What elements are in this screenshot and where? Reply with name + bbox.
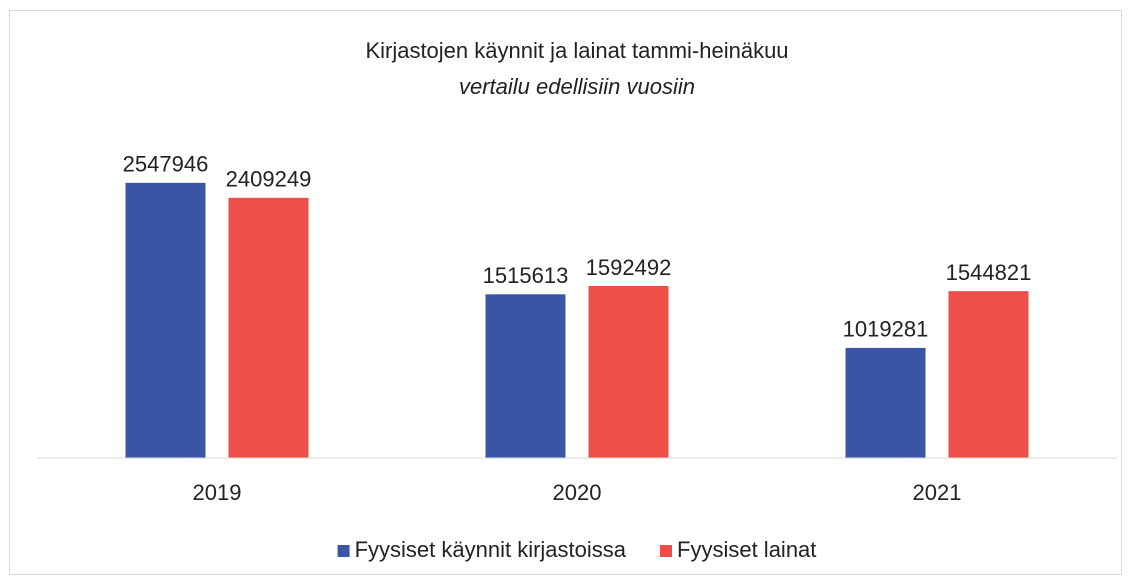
legend-label: Fyysiset käynnit kirjastoissa bbox=[355, 537, 627, 562]
data-label: 1544821 bbox=[946, 260, 1032, 285]
bar bbox=[228, 197, 309, 459]
bar bbox=[845, 347, 926, 458]
x-tick-label: 2019 bbox=[193, 480, 242, 505]
legend-swatch bbox=[337, 545, 350, 557]
data-label: 1515613 bbox=[483, 263, 569, 288]
x-tick-label: 2020 bbox=[553, 480, 602, 505]
x-tick-label: 2021 bbox=[913, 480, 962, 505]
chart-title: Kirjastojen käynnit ja lainat tammi-hein… bbox=[365, 38, 788, 63]
bar bbox=[485, 294, 566, 458]
data-label: 2409249 bbox=[226, 167, 312, 192]
bar bbox=[948, 291, 1029, 458]
chart-subtitle: vertailu edellisiin vuosiin bbox=[459, 74, 695, 99]
bar bbox=[125, 182, 206, 458]
data-label: 1019281 bbox=[843, 317, 929, 342]
bar bbox=[588, 286, 669, 458]
legend-label: Fyysiset lainat bbox=[677, 537, 816, 562]
data-label: 1592492 bbox=[586, 255, 672, 280]
data-label: 2547946 bbox=[123, 152, 209, 177]
legend-swatch bbox=[660, 545, 673, 557]
